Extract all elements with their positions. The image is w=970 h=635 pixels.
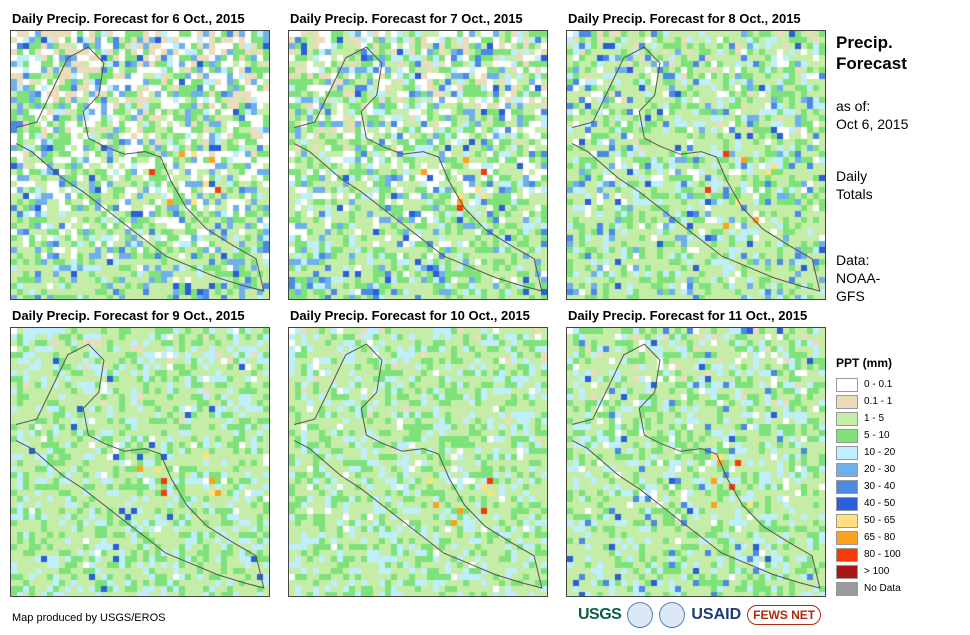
legend-item: 1 - 5 xyxy=(836,410,901,427)
panel-title-5: Daily Precip. Forecast for 10 Oct., 2015 xyxy=(290,308,530,323)
legend-label: 1 - 5 xyxy=(864,413,885,424)
legend-label: 10 - 20 xyxy=(864,447,896,458)
logo-strip: USGS USAID FEWS NET xyxy=(578,600,822,630)
coastline-outline xyxy=(293,46,543,292)
legend-swatch xyxy=(836,530,858,545)
legend-swatch xyxy=(836,394,858,409)
legend-swatch xyxy=(836,428,858,443)
precip-raster xyxy=(567,31,825,299)
data-source-line2: GFS xyxy=(836,288,865,304)
panel-title-4: Daily Precip. Forecast for 9 Oct., 2015 xyxy=(12,308,245,323)
precip-raster xyxy=(289,328,547,596)
legend-swatch xyxy=(836,479,858,494)
legend-item: No Data xyxy=(836,580,901,597)
coastline-outline xyxy=(571,343,821,589)
legend-label: No Data xyxy=(864,583,901,594)
precip-raster xyxy=(11,31,269,299)
precip-raster xyxy=(11,328,269,596)
data-label: Data: xyxy=(836,252,870,268)
legend-label: 50 - 65 xyxy=(864,515,896,526)
legend-label: 20 - 30 xyxy=(864,464,896,475)
usaid-logo: USAID xyxy=(691,606,742,623)
legend-item: 65 - 80 xyxy=(836,529,901,546)
legend-item: 30 - 40 xyxy=(836,478,901,495)
panel-title-1: Daily Precip. Forecast for 6 Oct., 2015 xyxy=(12,11,245,26)
legend-item: 0.1 - 1 xyxy=(836,393,901,410)
legend-swatch xyxy=(836,547,858,562)
map-panel-3 xyxy=(566,30,826,300)
precip-raster xyxy=(289,31,547,299)
noaa-logo-icon xyxy=(627,602,654,628)
legend-label: 30 - 40 xyxy=(864,481,896,492)
map-panel-6 xyxy=(566,327,826,597)
legend-item: > 100 xyxy=(836,563,901,580)
as-of-date: Oct 6, 2015 xyxy=(836,116,909,132)
data-source-line1: NOAA- xyxy=(836,270,881,286)
legend-item: 10 - 20 xyxy=(836,444,901,461)
legend-label: 0.1 - 1 xyxy=(864,396,893,407)
legend-swatch xyxy=(836,462,858,477)
map-panel-4 xyxy=(10,327,270,597)
agency-seal-icon xyxy=(659,602,686,628)
totals-label: Totals xyxy=(836,186,873,202)
panel-title-6: Daily Precip. Forecast for 11 Oct., 2015 xyxy=(568,308,808,323)
precip-raster xyxy=(567,328,825,596)
legend-label: 0 - 0.1 xyxy=(864,379,893,390)
legend-label: 5 - 10 xyxy=(864,430,890,441)
daily-totals-block: Daily Totals xyxy=(836,167,873,203)
credit-text: Map produced by USGS/EROS xyxy=(12,612,166,624)
sidebar-title: Precip. Forecast xyxy=(836,32,907,74)
legend-swatch xyxy=(836,513,858,528)
legend-item: 20 - 30 xyxy=(836,461,901,478)
legend: 0 - 0.1 0.1 - 1 1 - 5 5 - 10 10 - 20 20 - 30 3… xyxy=(836,376,901,597)
map-panel-5 xyxy=(288,327,548,597)
legend-swatch xyxy=(836,564,858,579)
legend-label: 65 - 80 xyxy=(864,532,896,543)
legend-title: PPT (mm) xyxy=(836,356,893,370)
coastline-outline xyxy=(571,46,821,292)
daily-label: Daily xyxy=(836,168,868,184)
data-source-block: Data: NOAA- GFS xyxy=(836,251,880,305)
legend-item: 5 - 10 xyxy=(836,427,901,444)
usgs-logo: USGS xyxy=(578,606,622,623)
legend-item: 80 - 100 xyxy=(836,546,901,563)
as-of-label: as of: xyxy=(836,98,871,114)
map-panel-1 xyxy=(10,30,270,300)
coastline-outline xyxy=(15,46,265,292)
legend-label: 40 - 50 xyxy=(864,498,896,509)
legend-swatch xyxy=(836,377,858,392)
coastline-outline xyxy=(293,343,543,589)
legend-swatch xyxy=(836,411,858,426)
panel-title-3: Daily Precip. Forecast for 8 Oct., 2015 xyxy=(568,11,801,26)
coastline-outline xyxy=(15,343,265,589)
map-panel-2 xyxy=(288,30,548,300)
legend-label: 80 - 100 xyxy=(864,549,901,560)
sidebar-title-line1: Precip. xyxy=(836,33,893,52)
legend-swatch xyxy=(836,445,858,460)
legend-swatch xyxy=(836,496,858,511)
legend-swatch xyxy=(836,581,858,596)
legend-item: 50 - 65 xyxy=(836,512,901,529)
as-of-block: as of: Oct 6, 2015 xyxy=(836,97,908,133)
fews-net-logo: FEWS NET xyxy=(747,605,822,625)
panel-title-2: Daily Precip. Forecast for 7 Oct., 2015 xyxy=(290,11,523,26)
legend-label: > 100 xyxy=(864,566,890,577)
legend-item: 40 - 50 xyxy=(836,495,901,512)
legend-item: 0 - 0.1 xyxy=(836,376,901,393)
sidebar-title-line2: Forecast xyxy=(836,54,907,73)
